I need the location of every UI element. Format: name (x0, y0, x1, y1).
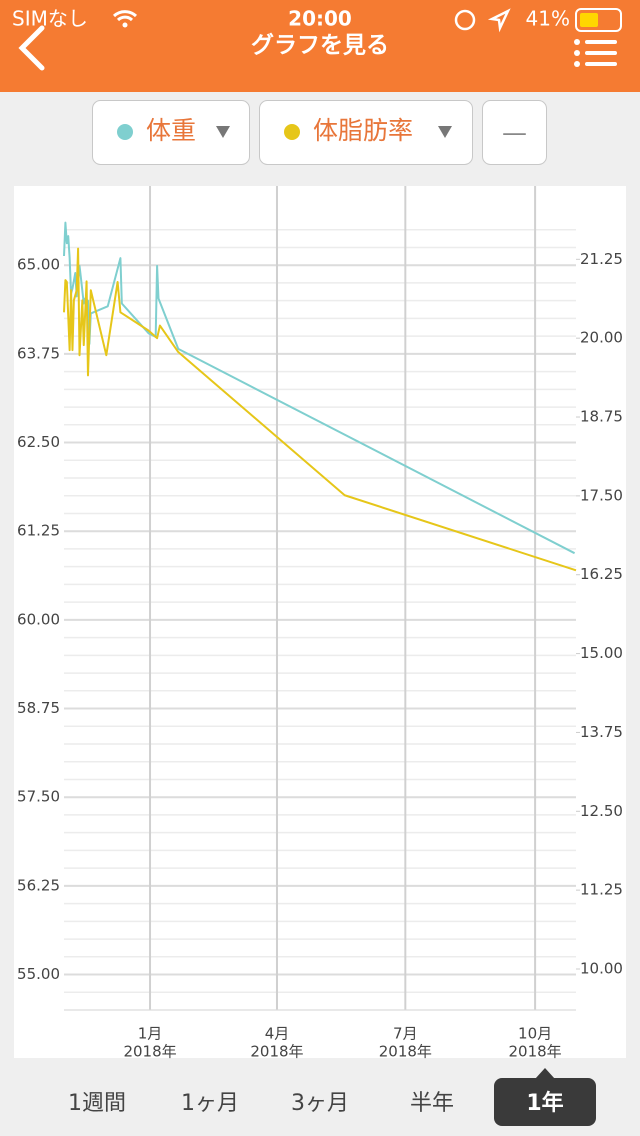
tab[interactable]: 半年 (410, 1091, 454, 1116)
y-tick-label: 62.50 (17, 433, 60, 451)
menu-button[interactable] (574, 39, 617, 67)
x-tick-year: 2018年 (250, 1043, 303, 1061)
y2-tick-label: 16.25 (580, 565, 623, 583)
y-tick-label: 56.25 (17, 876, 60, 894)
series-name: 体脂肪率 (313, 116, 413, 145)
active-tab-bg (494, 1078, 596, 1126)
series-button[interactable] (259, 100, 473, 165)
x-tick-label: 4月 (265, 1025, 290, 1043)
series-empty: — (502, 118, 527, 147)
header-bar (0, 0, 640, 92)
series-dot (284, 124, 300, 140)
y-tick-label: 55.00 (17, 965, 60, 983)
series-dot (117, 124, 133, 140)
battery-icon (575, 8, 622, 32)
carrier: SIMなし (12, 7, 88, 31)
tab[interactable]: 1週間 (68, 1091, 126, 1116)
y-tick-label: 61.25 (17, 522, 60, 540)
wifi-icon (112, 10, 138, 22)
series-name: 体重 (146, 116, 196, 145)
active-tab-pointer (535, 1068, 555, 1079)
x-tick-label: 7月 (393, 1025, 418, 1043)
x-tick-year: 2018年 (123, 1043, 176, 1061)
y-tick-label: 60.00 (17, 610, 60, 628)
x-tick-label: 10月 (518, 1025, 552, 1043)
tab-bar: 1週間 1ヶ月 3ヶ月 半年 1年 (68, 1068, 596, 1126)
y2-tick-label: 21.25 (580, 250, 623, 268)
battery-percent: 41% (526, 7, 570, 31)
series-button[interactable] (482, 100, 547, 165)
x-tick-year: 2018年 (379, 1043, 432, 1061)
y2-tick-label: 20.00 (580, 329, 623, 347)
y2-tick-label: 11.25 (580, 881, 623, 899)
y2-tick-label: 13.75 (580, 723, 623, 741)
battery-level (580, 13, 598, 27)
series-button[interactable] (92, 100, 250, 165)
dropdown-arrow (438, 126, 452, 138)
y-tick-label: 58.75 (17, 699, 60, 717)
tab[interactable]: 1年 (526, 1090, 563, 1116)
series-line (63, 247, 577, 572)
x-tick-year: 2018年 (509, 1043, 562, 1061)
y2-tick-label: 18.75 (580, 408, 623, 426)
chart-card (14, 186, 626, 1058)
y-tick-label: 57.50 (17, 788, 60, 806)
y2-tick-label: 17.50 (580, 486, 623, 504)
y2-tick-label: 10.00 (580, 959, 623, 977)
clock: 20:00 (288, 7, 352, 31)
y2-tick-label: 15.00 (580, 644, 623, 662)
lock-icon (454, 9, 476, 31)
dropdown-arrow (216, 126, 230, 138)
header-title: グラフを見る (251, 32, 389, 59)
y2-tick-label: 12.50 (580, 802, 623, 820)
location-icon (487, 8, 511, 33)
y-tick-label: 65.00 (17, 256, 60, 274)
back-button[interactable] (18, 25, 45, 71)
tab[interactable]: 1ヶ月 (181, 1091, 239, 1116)
chart: 55.00 56.25 57.50 58.75 60.00 61.25 62.50 63.75… (17, 186, 623, 1061)
x-tick-label: 1月 (138, 1025, 163, 1043)
y-tick-label: 63.75 (17, 344, 60, 362)
tab[interactable]: 3ヶ月 (291, 1091, 349, 1116)
wifi-dot (122, 22, 128, 28)
